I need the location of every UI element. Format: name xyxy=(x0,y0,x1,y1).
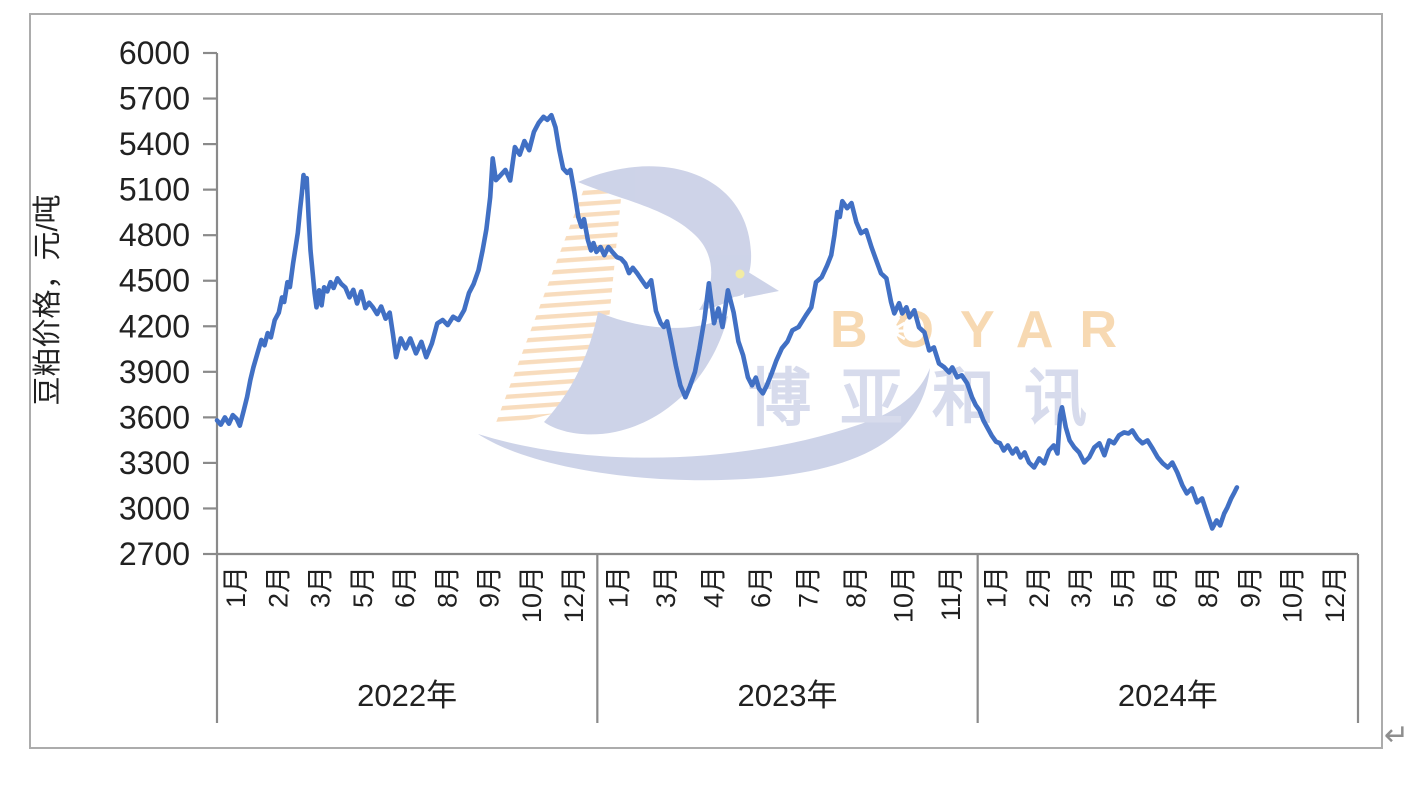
paragraph-return-mark: ↵ xyxy=(1384,718,1410,753)
x-month-label: 3月 xyxy=(651,566,681,608)
x-year-label: 2024年 xyxy=(1118,678,1218,713)
x-month-label: 12月 xyxy=(1320,566,1350,623)
x-month-label: 7月 xyxy=(794,566,824,608)
watermark-bird-icon xyxy=(478,166,930,481)
y-tick-label: 3000 xyxy=(119,490,190,526)
x-axis-labels: 1月 2月 3月 5月 6月 8月 9月 10月 12月 2022年 1月 3月 4月 6月 7月 8月 10月… xyxy=(221,566,1350,713)
x-month-label: 6月 xyxy=(1151,566,1181,608)
x-month-label: 8月 xyxy=(841,566,871,608)
y-tick-label: 6000 xyxy=(119,35,190,71)
y-tick-label: 3300 xyxy=(119,445,190,481)
y-tick-label: 4800 xyxy=(119,217,190,253)
x-month-label: 3月 xyxy=(1066,566,1096,608)
figure-border xyxy=(29,13,1383,749)
watermark-bird-eye xyxy=(735,269,745,279)
x-month-label: 9月 xyxy=(475,566,505,608)
y-tick-label: 3900 xyxy=(119,354,190,390)
y-tick-label: 2700 xyxy=(119,536,190,572)
x-month-label: 1月 xyxy=(221,566,251,608)
x-month-label: 1月 xyxy=(603,566,633,608)
y-tick-label: 4500 xyxy=(119,263,190,299)
x-year-label: 2022年 xyxy=(357,678,457,713)
y-axis-tick-labels: 6000 5700 5400 5100 4800 4500 4200 3900 3600 3300… xyxy=(119,35,190,572)
y-tick-label: 5400 xyxy=(119,126,190,162)
x-month-label: 1月 xyxy=(982,566,1012,608)
x-month-label: 11月 xyxy=(936,566,966,621)
x-month-label: 12月 xyxy=(559,566,589,623)
x-month-label: 9月 xyxy=(1235,566,1265,608)
x-month-label: 10月 xyxy=(889,566,919,623)
x-month-label: 3月 xyxy=(306,566,336,608)
axes xyxy=(203,51,1360,723)
x-month-label: 10月 xyxy=(517,566,547,623)
x-month-label: 5月 xyxy=(348,566,378,608)
x-month-label: 6月 xyxy=(746,566,776,608)
x-month-label: 8月 xyxy=(432,566,462,608)
x-month-label: 2月 xyxy=(263,566,293,608)
watermark-starburst-icon xyxy=(875,315,907,347)
x-year-label: 2023年 xyxy=(738,678,838,713)
x-month-label: 8月 xyxy=(1193,566,1223,608)
y-tick-label: 5100 xyxy=(119,172,190,208)
x-month-label: 10月 xyxy=(1278,566,1308,623)
y-tick-label: 3600 xyxy=(119,399,190,435)
y-tick-label: 5700 xyxy=(119,81,190,117)
x-month-label: 6月 xyxy=(390,566,420,608)
x-month-label: 5月 xyxy=(1109,566,1139,608)
x-month-label: 4月 xyxy=(698,566,728,608)
watermark-brand-cn: 博亚和讯 xyxy=(748,364,1116,434)
x-month-label: 2月 xyxy=(1024,566,1054,608)
y-axis-title: 豆粕价格，元/吨 xyxy=(31,194,64,405)
price-line-series xyxy=(214,112,1240,531)
y-tick-label: 4200 xyxy=(119,308,190,344)
